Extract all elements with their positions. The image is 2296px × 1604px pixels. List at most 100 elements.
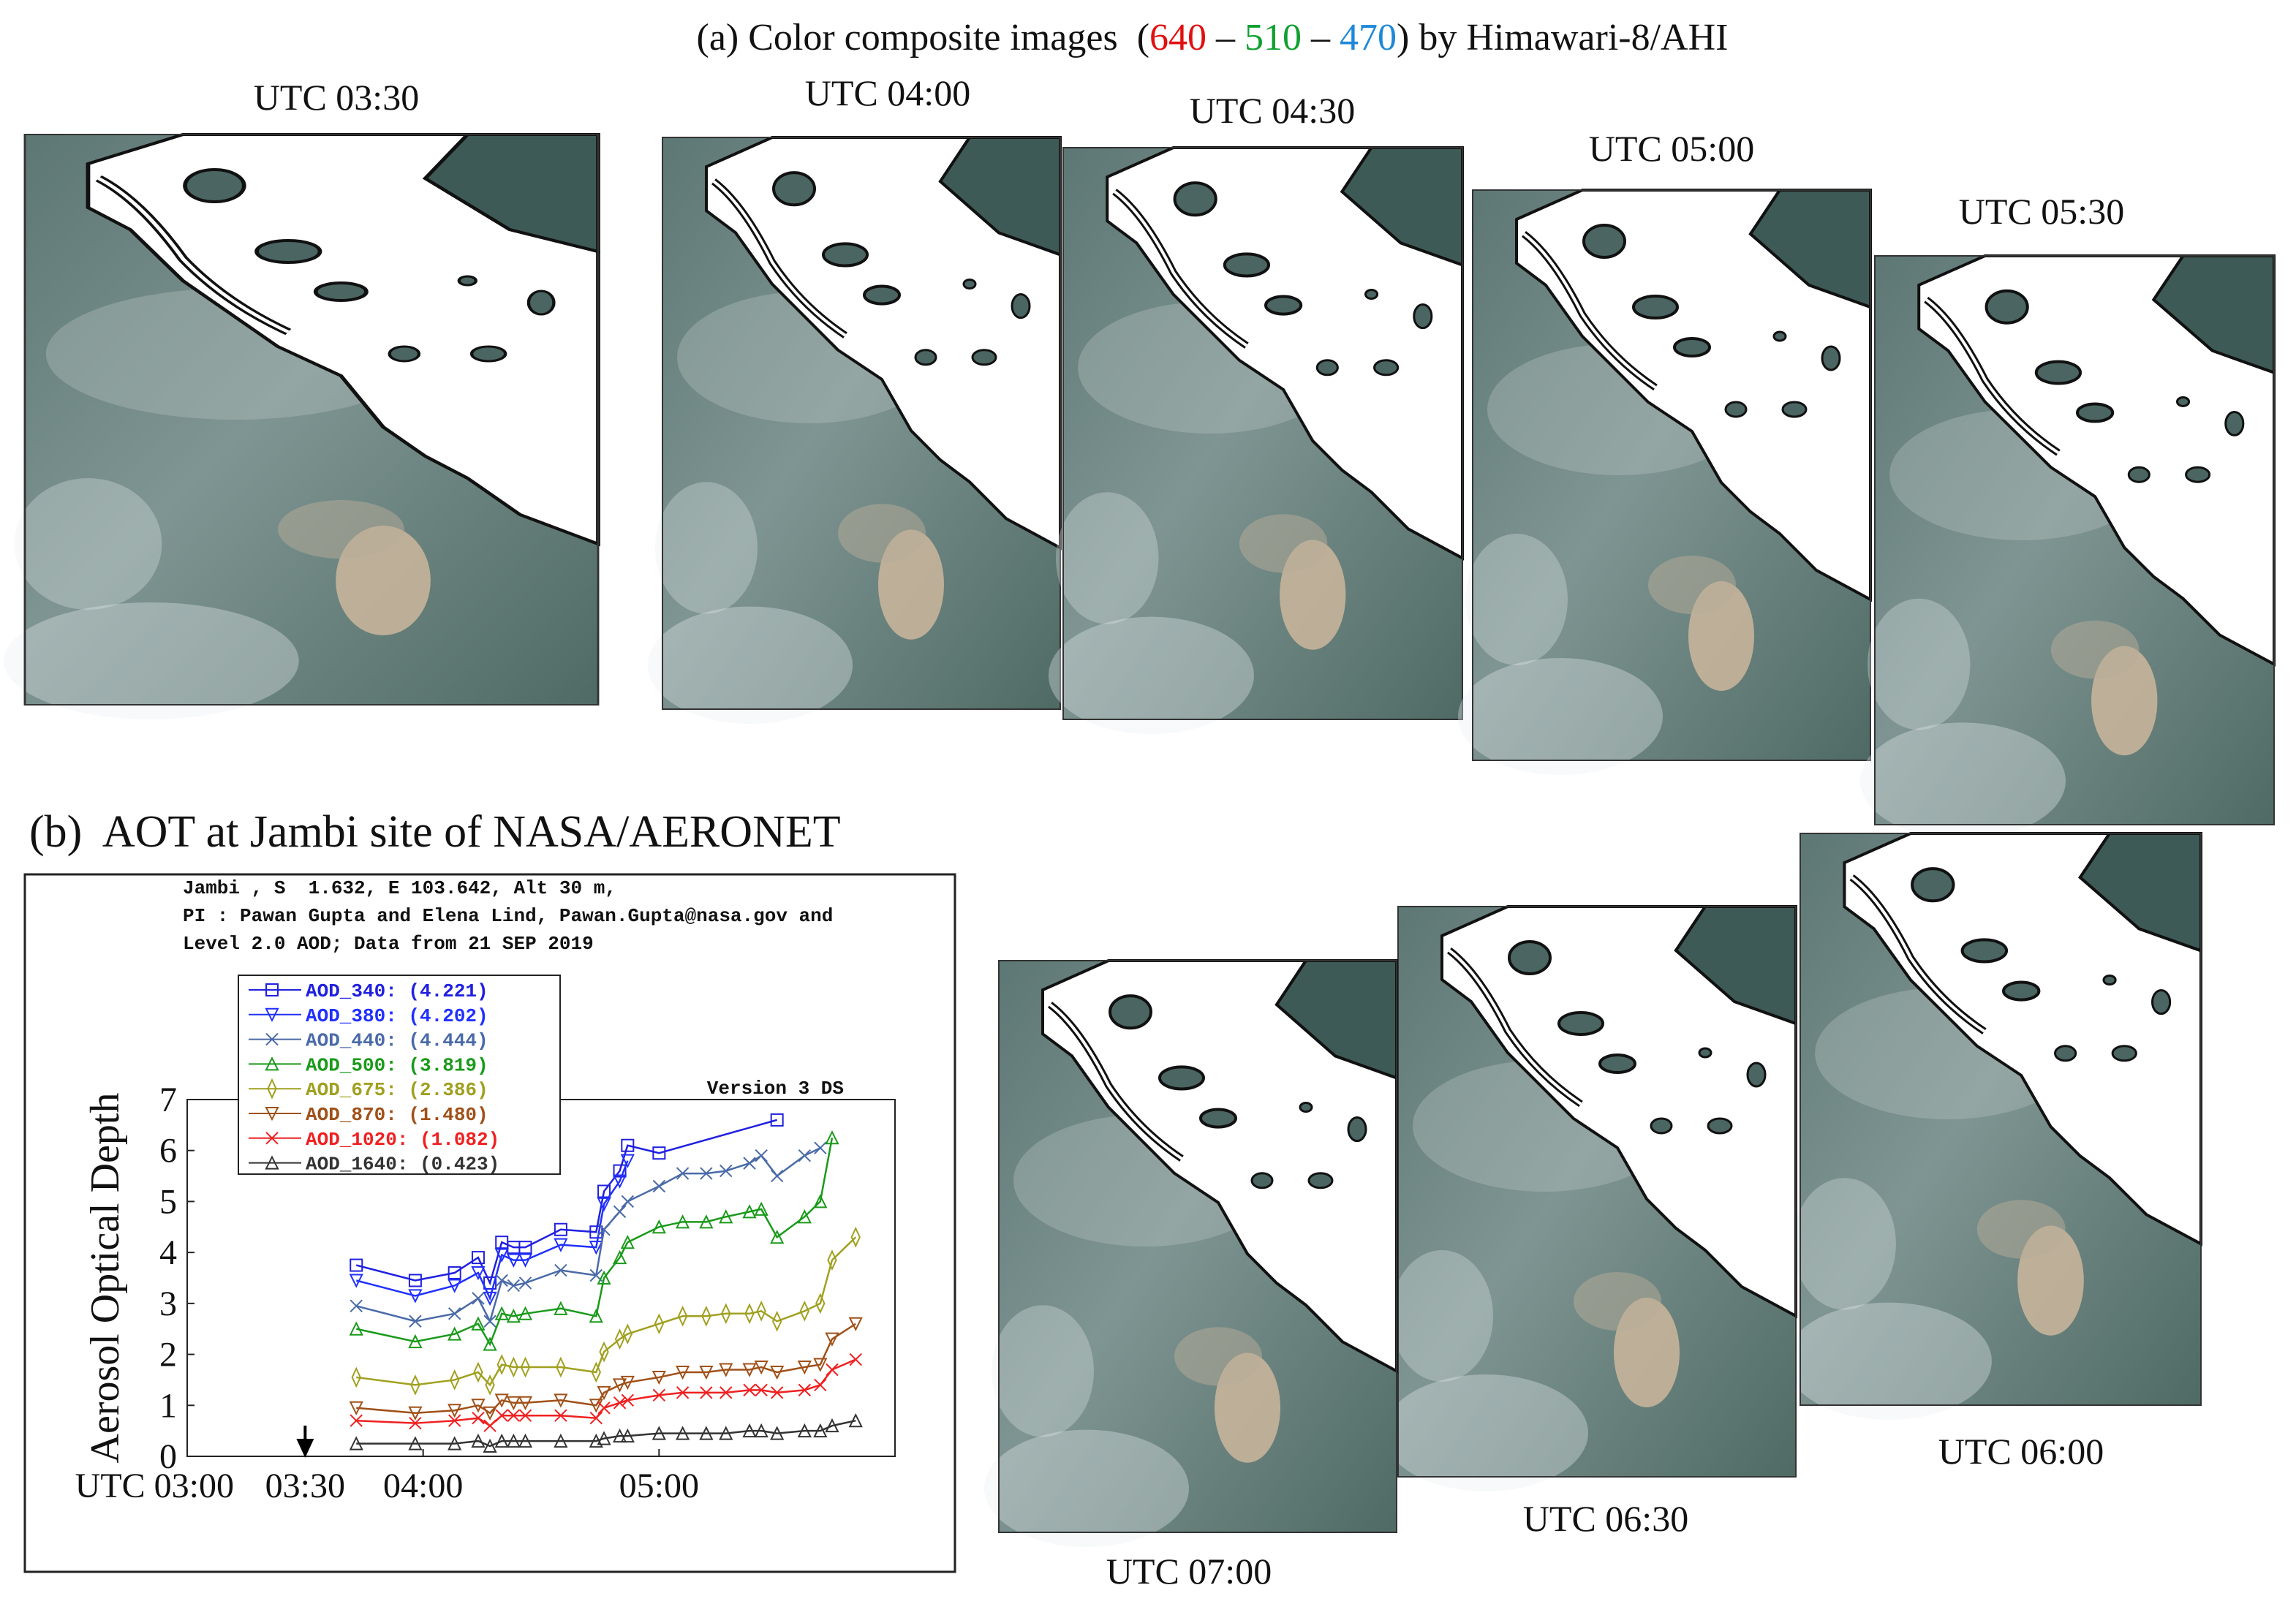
marker [743, 1383, 756, 1397]
marker [265, 1107, 279, 1121]
marker [813, 1423, 828, 1438]
marker [652, 1426, 666, 1440]
marker [554, 1301, 568, 1315]
marker [798, 1149, 812, 1162]
marker [719, 1363, 733, 1377]
legend-label: AOD_1020: (1.082) [306, 1129, 499, 1151]
marker [676, 1386, 690, 1399]
y-axis-label: Aerosol Optical Depth [83, 1093, 128, 1464]
marker [349, 1401, 363, 1416]
marker [699, 1214, 714, 1229]
marker [719, 1426, 733, 1440]
marker [719, 1209, 733, 1224]
marker [720, 1386, 733, 1399]
marker [612, 1174, 627, 1189]
series-line [355, 1138, 834, 1347]
marker [554, 1433, 568, 1448]
marker [472, 1292, 485, 1305]
marker [770, 1113, 784, 1127]
title-b: (b) AOT at Jambi site of NASA/AERONET [29, 807, 841, 857]
satellite-image [1786, 833, 2201, 1420]
chart: Jambi , S 1.632, E 103.642, Alt 30 m, PI … [75, 877, 896, 1505]
marker [815, 1293, 826, 1314]
marker [699, 1426, 714, 1440]
marker [408, 1274, 422, 1287]
marker [471, 1266, 486, 1281]
marker [754, 1423, 769, 1438]
annotation: Version 3 DS [707, 1078, 844, 1100]
marker [754, 1361, 769, 1375]
marker [620, 1234, 635, 1249]
marker [483, 1276, 497, 1290]
marker [814, 1378, 827, 1392]
marker [622, 1323, 633, 1345]
marker [518, 1241, 532, 1255]
marker [597, 1431, 611, 1445]
marker [597, 1401, 611, 1415]
marker [744, 1303, 755, 1325]
y-tick-label: 1 [159, 1386, 177, 1425]
marker [483, 1419, 496, 1432]
chart-header: Jambi , S 1.632, E 103.642, Alt 30 m, [183, 877, 616, 899]
marker [770, 1426, 785, 1440]
satellite-image [648, 137, 1060, 724]
marker [770, 1169, 784, 1183]
marker [506, 1309, 521, 1323]
marker [448, 1266, 461, 1280]
marker [518, 1433, 533, 1448]
marker [265, 1032, 279, 1046]
marker [485, 1374, 495, 1396]
marker [448, 1414, 461, 1427]
satellite-image [1458, 190, 1870, 775]
marker [410, 1374, 420, 1396]
marker [770, 1386, 784, 1399]
band-blue: 470 [1340, 17, 1397, 58]
marker [700, 1167, 713, 1180]
y-tick-label: 6 [159, 1132, 177, 1170]
marker [350, 1299, 363, 1313]
marker [612, 1428, 627, 1443]
marker [721, 1303, 731, 1325]
marker [826, 1363, 839, 1377]
title-part: – [1206, 17, 1245, 58]
marker [591, 1361, 601, 1383]
series-line [356, 1236, 857, 1387]
marker [825, 1130, 839, 1145]
marker [743, 1157, 756, 1170]
chart-header: Level 2.0 AOD; Data from 21 SEP 2019 [183, 933, 594, 955]
marker [507, 1279, 521, 1293]
marker [798, 1383, 812, 1397]
y-tick-label: 7 [159, 1081, 177, 1119]
panel-label: UTC 06:00 [1938, 1431, 2104, 1472]
marker [589, 1412, 603, 1425]
marker [652, 1388, 666, 1402]
marker [599, 1341, 609, 1363]
marker [621, 1195, 635, 1208]
marker [825, 1332, 839, 1347]
title-part: ) by Himawari-8/AHI [1397, 17, 1728, 58]
marker [554, 1238, 568, 1252]
marker [265, 983, 279, 996]
marker [849, 1353, 862, 1366]
legend-label: AOD_675: (2.386) [306, 1079, 488, 1101]
marker [770, 1229, 785, 1244]
legend-label: AOD_870: (1.480) [306, 1104, 488, 1126]
y-tick-label: 0 [159, 1437, 177, 1476]
marker [797, 1361, 812, 1375]
marker [652, 1179, 666, 1193]
marker [471, 1251, 485, 1265]
band-green: 510 [1245, 17, 1302, 58]
marker [448, 1279, 462, 1293]
marker [265, 1132, 279, 1145]
marker [483, 1314, 496, 1328]
marker [496, 1354, 507, 1375]
title-a: (a) Color composite images (640 – 510 – … [697, 17, 1729, 58]
marker [483, 1406, 497, 1420]
marker [597, 1184, 611, 1198]
x-tick-label: 04:00 [383, 1467, 463, 1505]
marker [554, 1393, 568, 1408]
marker [349, 1436, 363, 1450]
marker [494, 1433, 509, 1448]
series-line [355, 1119, 778, 1286]
marker [518, 1253, 533, 1268]
